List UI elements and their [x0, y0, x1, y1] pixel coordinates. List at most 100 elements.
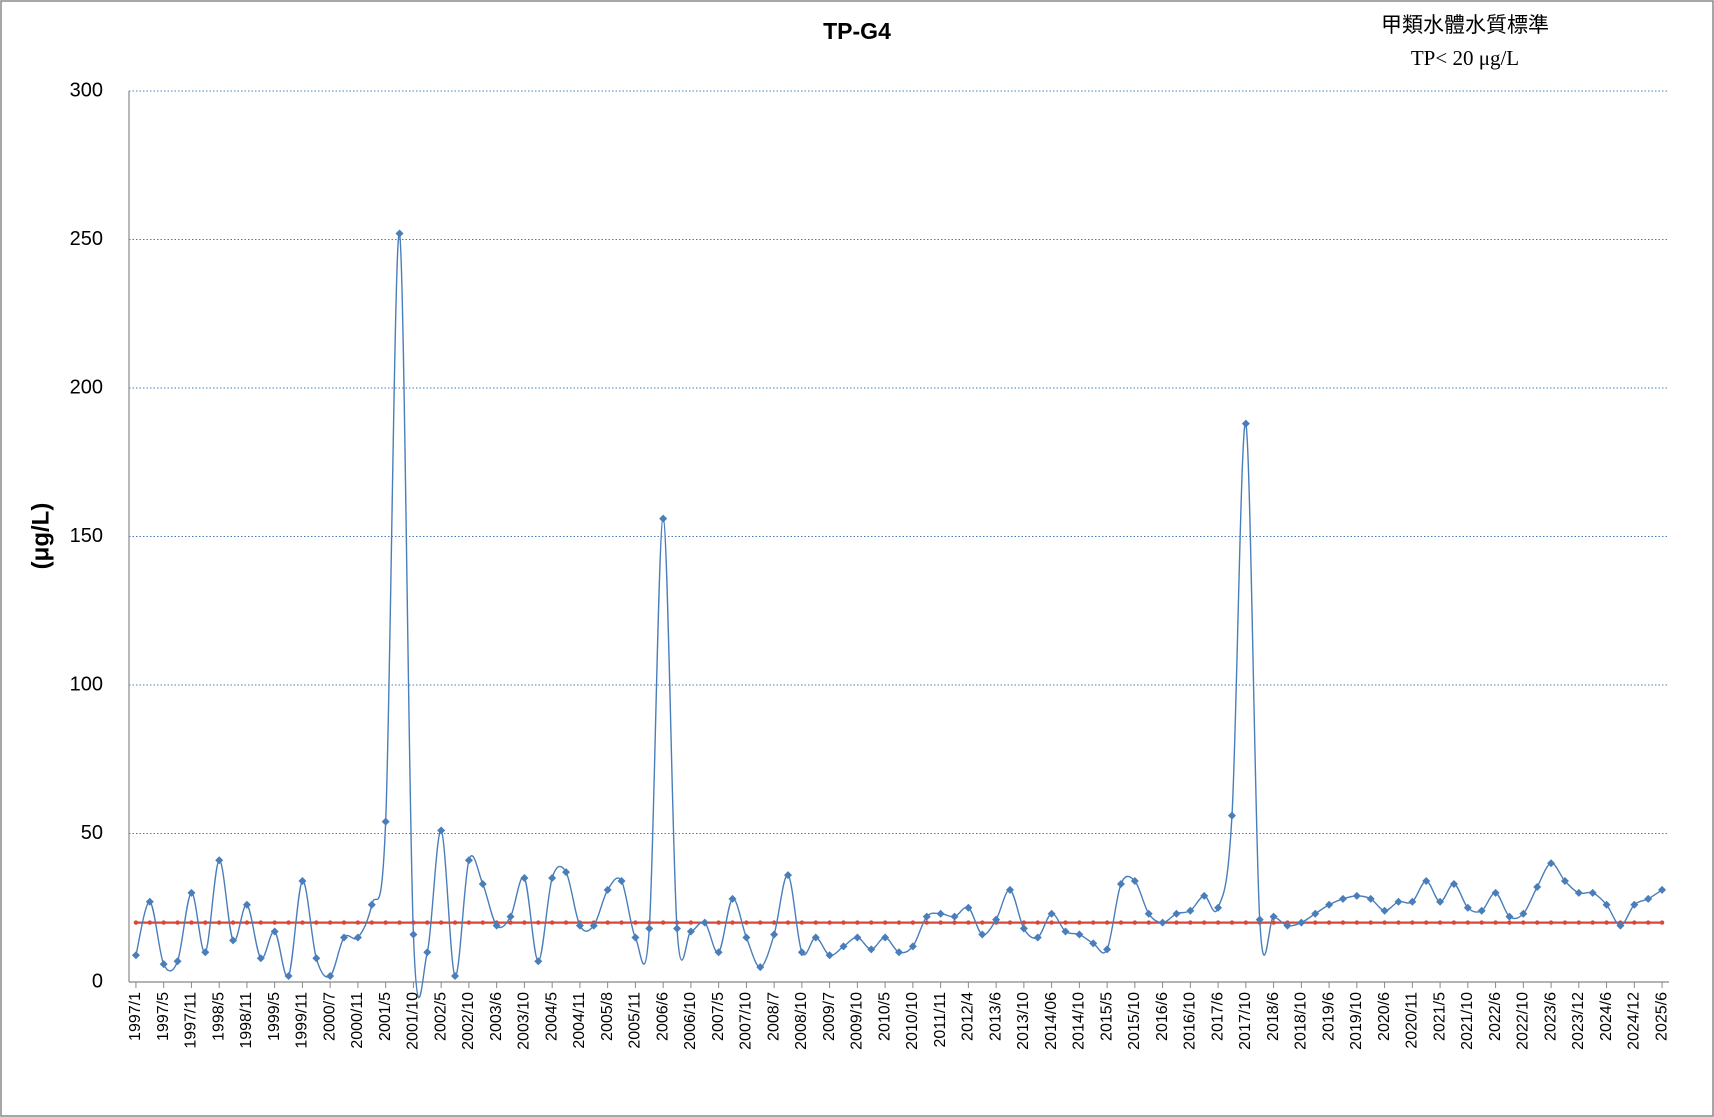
x-tick-label: 2017/10: [1237, 992, 1254, 1050]
x-tick-label: 2021/5: [1431, 992, 1448, 1041]
point: [1451, 920, 1457, 925]
point: [1590, 920, 1595, 925]
point: [1091, 920, 1096, 925]
x-tick-label: 2005/8: [599, 992, 616, 1041]
y-tick-label: 300: [70, 79, 103, 101]
point: [992, 915, 1001, 924]
x-tick-label: 2017/6: [1209, 992, 1226, 1041]
point: [910, 920, 916, 925]
point: [1104, 920, 1110, 925]
point: [896, 920, 902, 925]
point: [1326, 920, 1332, 925]
point: [1172, 909, 1181, 918]
point: [744, 920, 749, 925]
point: [1130, 877, 1139, 886]
point: [1049, 920, 1054, 925]
point: [1477, 906, 1486, 915]
point: [478, 879, 487, 888]
x-tick-label: 2006/6: [654, 992, 671, 1041]
point: [785, 920, 791, 925]
point: [1311, 909, 1320, 918]
point: [1547, 859, 1556, 868]
point: [825, 951, 834, 960]
point: [1616, 921, 1625, 930]
x-tick-label: 2022/10: [1515, 992, 1532, 1050]
point: [688, 920, 694, 925]
y-tick-label: 0: [92, 970, 103, 992]
x-tick-label: 2001/10: [405, 992, 422, 1050]
point: [1061, 927, 1070, 936]
point: [728, 894, 737, 903]
point: [562, 868, 571, 877]
x-tick-label: 2004/11: [571, 992, 588, 1049]
point: [173, 957, 182, 966]
point: [1659, 920, 1665, 925]
y-tick-label: 200: [70, 376, 103, 398]
point: [340, 933, 349, 942]
x-tick-label: 2024/12: [1626, 992, 1643, 1050]
point: [506, 912, 515, 921]
x-tick-label: 2002/5: [432, 992, 449, 1041]
x-tick-label: 2010/5: [876, 992, 893, 1041]
point: [1200, 891, 1209, 900]
x-tick-label: 2007/5: [710, 992, 727, 1041]
y-tick-label: 250: [70, 228, 103, 250]
point: [201, 948, 210, 957]
point: [425, 920, 430, 925]
point: [1644, 894, 1653, 903]
point: [1534, 920, 1540, 925]
x-tick-label: 2019/6: [1320, 992, 1337, 1041]
point: [1158, 918, 1167, 927]
x-tick-label: 2025/6: [1653, 992, 1670, 1041]
x-tick-label: 1997/5: [155, 992, 172, 1041]
point: [659, 514, 668, 523]
point: [1366, 894, 1375, 903]
point: [353, 933, 362, 942]
point: [952, 920, 957, 925]
point: [1630, 900, 1639, 909]
x-tick-label: 2018/10: [1293, 992, 1310, 1050]
point: [215, 856, 224, 865]
point: [1382, 920, 1387, 925]
point: [258, 920, 264, 925]
point: [1437, 920, 1443, 925]
point: [216, 920, 222, 925]
x-tick-label: 1997/11: [183, 992, 200, 1049]
point: [966, 920, 971, 925]
point: [397, 920, 402, 925]
point: [938, 920, 943, 925]
x-tick-label: 2015/5: [1098, 992, 1115, 1041]
point: [1562, 920, 1568, 925]
point: [978, 930, 987, 939]
point: [839, 942, 848, 951]
y-tick-label: 150: [70, 525, 103, 547]
x-tick-label: 1999/5: [266, 992, 283, 1041]
point: [730, 920, 735, 925]
x-tick-label: 2005/11: [627, 992, 644, 1049]
point: [1297, 918, 1306, 927]
point: [1269, 912, 1278, 921]
point: [1047, 909, 1056, 918]
point: [797, 948, 806, 957]
point: [1380, 906, 1389, 915]
y-tick-label: 100: [70, 673, 103, 695]
point: [1519, 909, 1528, 918]
point: [758, 920, 763, 925]
point: [1449, 879, 1458, 888]
point: [270, 927, 279, 936]
y-axis-label: (μg/L): [27, 503, 54, 570]
point: [770, 930, 779, 939]
point: [1075, 930, 1084, 939]
x-tick-label: 1997/1: [127, 992, 144, 1041]
point: [756, 963, 765, 972]
point: [1338, 894, 1347, 903]
point: [980, 920, 985, 925]
point: [437, 826, 446, 835]
point: [1436, 897, 1445, 906]
point: [395, 229, 404, 238]
x-tick-label: 2004/5: [543, 992, 560, 1041]
x-tick-label: 2020/11: [1404, 992, 1421, 1049]
point: [452, 920, 458, 925]
point: [300, 920, 305, 925]
